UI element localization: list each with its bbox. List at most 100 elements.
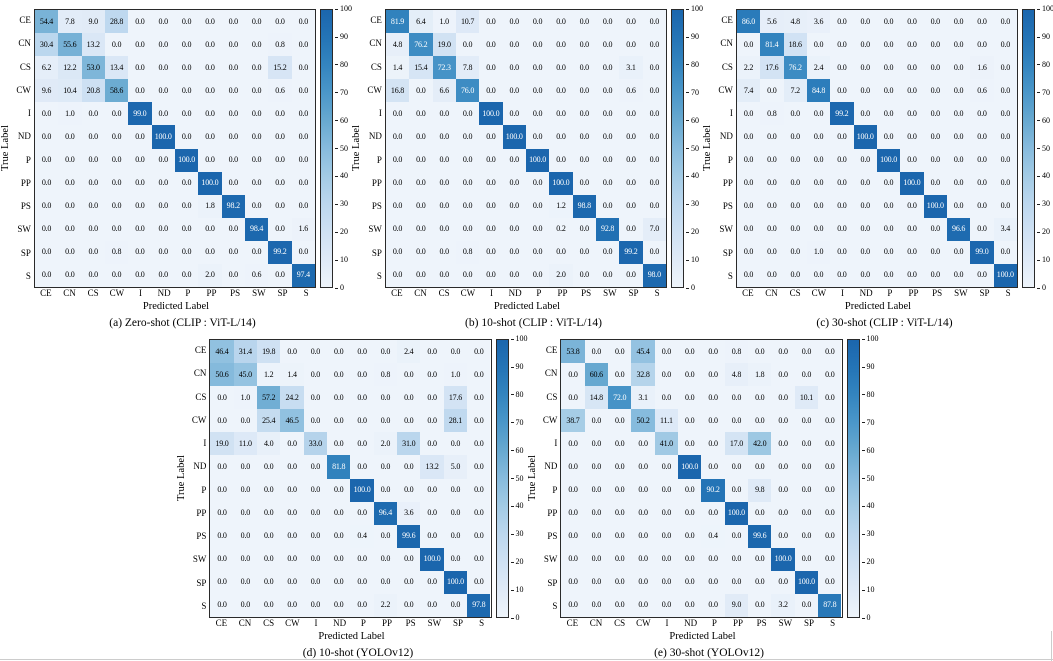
matrix-cell: 97.8: [467, 593, 491, 617]
ytick-label: ND: [544, 461, 558, 472]
matrix-cell: 0.0: [678, 501, 702, 525]
matrix-cell: 0.0: [818, 386, 842, 410]
matrix-cell: 0.0: [291, 56, 315, 80]
matrix-cell: 0.0: [853, 102, 877, 126]
matrix-cell: 0.0: [572, 79, 596, 103]
matrix-cell: 0.0: [327, 409, 351, 433]
matrix-cell: 0.0: [128, 194, 152, 218]
matrix-cell: 98.0: [642, 263, 666, 287]
matrix-cell: 0.0: [771, 570, 795, 594]
matrix-cell: 0.0: [268, 148, 292, 172]
matrix-cell: 15.2: [268, 56, 292, 80]
matrix-cell: 0.0: [174, 240, 199, 264]
colorbar-tick-label: 40: [1037, 172, 1050, 180]
xtick-label: P: [360, 618, 366, 628]
matrix-cell: 0.0: [818, 455, 842, 479]
matrix-cell: 0.0: [549, 148, 573, 172]
matrix-cell: 0.0: [818, 524, 842, 548]
matrix-cell: 0.0: [631, 547, 655, 571]
matrix-cell: 0.0: [608, 547, 632, 571]
matrix-cell: 0.0: [993, 33, 1017, 57]
matrix-cell: 0.0: [81, 102, 105, 126]
matrix-cell: 0.0: [280, 501, 304, 525]
colorbar-tick-label: 0: [1037, 284, 1046, 292]
matrix-cell: 0.0: [678, 570, 702, 594]
ytick-label: CN: [720, 38, 733, 49]
x-axis-tick-labels: CE CN CS CW I ND P PP PS SW SP S: [736, 288, 1020, 301]
matrix-cell: 0.0: [584, 501, 609, 525]
matrix-cell: 72.0: [608, 386, 632, 410]
matrix-cell: 58.6: [104, 79, 129, 103]
matrix-cell: 3.4: [993, 217, 1017, 241]
ytick-label: P: [201, 484, 207, 495]
matrix-cell: 0.0: [210, 547, 234, 571]
colorbar-tick-label: 10: [511, 586, 524, 594]
matrix-cell: 100.0: [678, 455, 702, 479]
xtick-label: CW: [460, 288, 476, 298]
matrix-cell: 0.0: [595, 240, 620, 264]
xtick-label: SW: [778, 618, 793, 628]
colorbar-tick-label: 100: [335, 5, 352, 13]
matrix-cell: 0.0: [210, 570, 234, 594]
matrix-cell: 0.0: [479, 33, 503, 57]
matrix-cell: 0.0: [549, 56, 573, 80]
matrix-cell: 76.2: [409, 33, 433, 57]
matrix-cell: 50.6: [210, 363, 234, 387]
matrix-cell: 0.0: [970, 125, 994, 149]
matrix-cell: 0.0: [58, 125, 82, 149]
matrix-cell: 0.0: [174, 79, 199, 103]
ytick-label: S: [727, 270, 733, 281]
matrix-cell: 0.0: [830, 240, 854, 264]
matrix-cell: 0.0: [257, 570, 281, 594]
matrix-cell: 0.0: [432, 217, 456, 241]
matrix-cell: 1.2: [549, 194, 573, 218]
y-axis-tick-labels: CE CN CS CW I ND P PP PS SW SP S: [713, 9, 736, 288]
matrix-cell: 0.0: [280, 432, 304, 456]
matrix-cell: 0.0: [327, 524, 351, 548]
matrix-cell: 0.0: [701, 593, 725, 617]
ytick-label: S: [201, 600, 207, 611]
matrix-cell: 0.0: [151, 263, 175, 287]
colorbar-tick-label: 70: [862, 418, 875, 427]
matrix-cell: 0.0: [830, 10, 854, 34]
matrix-cell: 0.0: [479, 56, 503, 80]
matrix-cell: 0.0: [174, 217, 199, 241]
page-edge-line-right: [1051, 631, 1052, 661]
colorbar-tick-label: 100: [1037, 5, 1053, 13]
matrix-cell: 0.0: [350, 409, 374, 433]
matrix-cell: 0.0: [221, 148, 245, 172]
matrix-cell: 11.0: [233, 432, 258, 456]
matrix-cell: 0.6: [244, 263, 269, 287]
matrix-cell: 0.0: [291, 125, 315, 149]
xtick-label: PP: [206, 288, 217, 298]
xtick-label: PP: [732, 618, 743, 628]
xtick-label: ND: [508, 288, 522, 298]
ytick-label: S: [376, 270, 382, 281]
matrix-cell: 0.0: [151, 56, 175, 80]
matrix-cell: 0.0: [525, 102, 550, 126]
matrix-cell: 0.0: [993, 240, 1017, 264]
matrix-cell: 0.0: [794, 363, 819, 387]
matrix-cell: 0.0: [420, 386, 444, 410]
matrix-cell: 0.0: [34, 148, 59, 172]
matrix-cell: 0.0: [806, 148, 831, 172]
matrix-cell: 0.8: [724, 340, 749, 364]
matrix-cell: 0.0: [654, 547, 679, 571]
matrix-cell: 0.0: [303, 547, 328, 571]
matrix-cell: 0.0: [479, 125, 503, 149]
matrix-cell: 84.8: [806, 79, 831, 103]
x-axis-label: Predicted Label: [844, 301, 912, 312]
matrix-cell: 10.1: [794, 386, 819, 410]
matrix-cell: 0.0: [350, 570, 374, 594]
matrix-cell: 0.0: [760, 217, 784, 241]
matrix-cell: 0.0: [701, 363, 725, 387]
matrix-cell: 0.0: [350, 455, 374, 479]
matrix-cell: 0.0: [830, 33, 854, 57]
colorbar-tick-label: 80: [862, 390, 875, 399]
ytick-label: CN: [18, 38, 31, 49]
matrix-cell: 0.0: [455, 102, 480, 126]
matrix-cell: 0.0: [970, 171, 994, 195]
ytick-label: I: [203, 438, 207, 449]
matrix-cell: 0.0: [561, 363, 585, 387]
matrix-cell: 0.0: [736, 125, 761, 149]
